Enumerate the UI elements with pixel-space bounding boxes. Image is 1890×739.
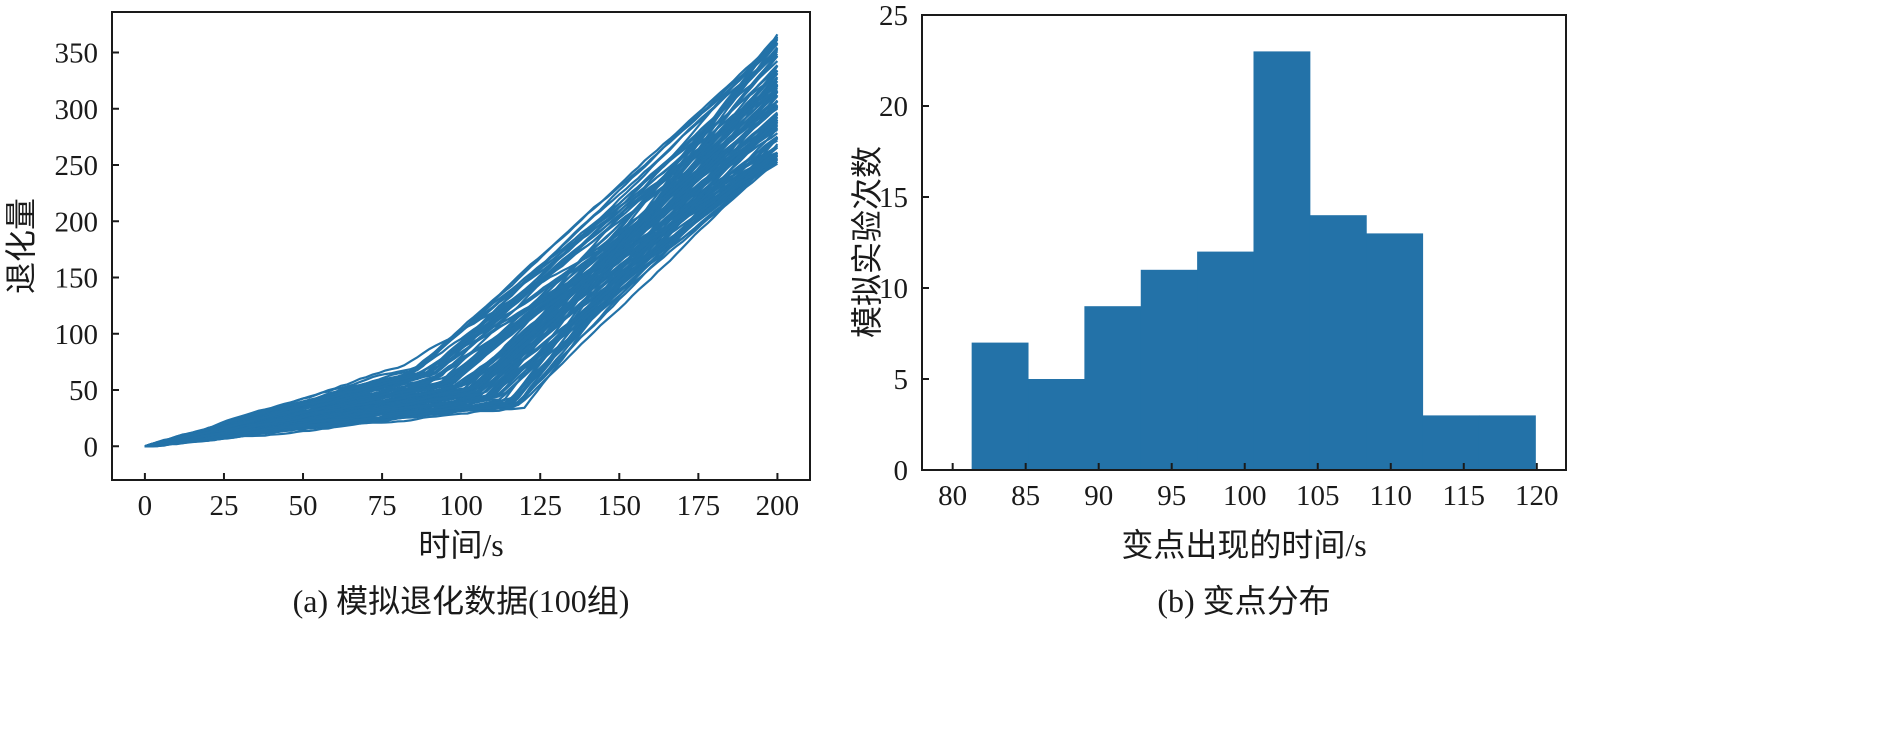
- x-tick-label: 75: [368, 490, 397, 522]
- degradation-series-line: [144, 36, 779, 448]
- y-tick-label: 100: [55, 319, 99, 351]
- y-tick-label: 15: [879, 182, 908, 214]
- x-axis-label-a: 时间/s: [418, 527, 503, 563]
- y-tick-label: 5: [894, 364, 909, 396]
- y-tick-label: 25: [879, 0, 908, 32]
- x-tick-label: 100: [439, 490, 483, 522]
- panel-b-histogram: 80 85 90 95 100 105 110 115 120 0 5 10 15 20 25 变点出现的时…: [849, 0, 1567, 619]
- x-tick-label: 125: [518, 490, 562, 522]
- x-tick-label: 120: [1515, 480, 1559, 512]
- histogram-bar: [1366, 233, 1424, 470]
- x-tick-label: 175: [677, 490, 721, 522]
- x-tick-label: 110: [1370, 480, 1412, 512]
- y-tick-label: 10: [879, 273, 908, 305]
- x-tick-label: 150: [598, 490, 642, 522]
- y-tick-label: 250: [55, 150, 99, 182]
- degradation-series-line: [144, 158, 778, 448]
- panel-a-line-chart: 0 25 50 75 100 125 150 175 200 0 50 100 150 200 250 300…: [3, 11, 811, 619]
- x-tick-label: 115: [1443, 480, 1485, 512]
- x-tick-label: 200: [756, 490, 800, 522]
- degradation-series-line: [144, 39, 779, 448]
- y-tick-label: 300: [55, 94, 99, 126]
- caption-a: (a) 模拟退化数据(100组): [293, 583, 630, 619]
- x-tick-label: 25: [209, 490, 238, 522]
- y-tick-label: 200: [55, 206, 99, 238]
- ticks-b: 80 85 90 95 100 105 110 115 120 0 5 10 15 20 25: [879, 0, 1559, 512]
- x-tick-label: 90: [1084, 480, 1113, 512]
- x-tick-label: 95: [1157, 480, 1186, 512]
- degradation-series-line: [144, 105, 779, 448]
- histogram-bars: [971, 51, 1536, 471]
- histogram-bar: [1028, 379, 1085, 470]
- x-tick-label: 0: [138, 490, 153, 522]
- ticks-a: 0 25 50 75 100 125 150 175 200 0 50 100 150 200 250 300…: [55, 38, 800, 523]
- histogram-bar: [1478, 415, 1536, 470]
- y-tick-label: 150: [55, 263, 99, 295]
- degradation-series-line: [144, 54, 779, 448]
- y-tick-label: 0: [894, 455, 909, 487]
- histogram-bar: [971, 342, 1029, 470]
- x-tick-label: 85: [1011, 480, 1040, 512]
- degradation-series-line: [144, 112, 779, 448]
- caption-b: (b) 变点分布: [1157, 583, 1330, 619]
- y-tick-label: 20: [879, 91, 908, 123]
- x-tick-label: 100: [1223, 480, 1267, 512]
- x-tick-label: 50: [289, 490, 318, 522]
- degradation-series-line: [144, 55, 779, 448]
- degradation-series-line: [144, 99, 779, 448]
- histogram-bar: [1084, 306, 1142, 470]
- histogram-bar: [1309, 215, 1367, 470]
- histogram-bar: [1140, 269, 1198, 470]
- y-axis-label-b: 模拟实验次数: [849, 146, 885, 338]
- degradation-series-line: [144, 113, 779, 448]
- y-tick-label: 0: [84, 431, 99, 463]
- y-axis-label-a: 退化量: [3, 198, 39, 294]
- degradation-lines: [144, 33, 779, 448]
- x-tick-label: 80: [938, 480, 967, 512]
- x-axis-label-b: 变点出现的时间/s: [1121, 527, 1366, 563]
- histogram-bar: [1422, 415, 1480, 470]
- y-tick-label: 350: [55, 38, 99, 70]
- histogram-bar: [1197, 251, 1254, 470]
- x-tick-label: 105: [1296, 480, 1340, 512]
- histogram-bar: [1253, 51, 1311, 471]
- degradation-series-line: [144, 73, 779, 448]
- y-tick-label: 50: [69, 375, 98, 407]
